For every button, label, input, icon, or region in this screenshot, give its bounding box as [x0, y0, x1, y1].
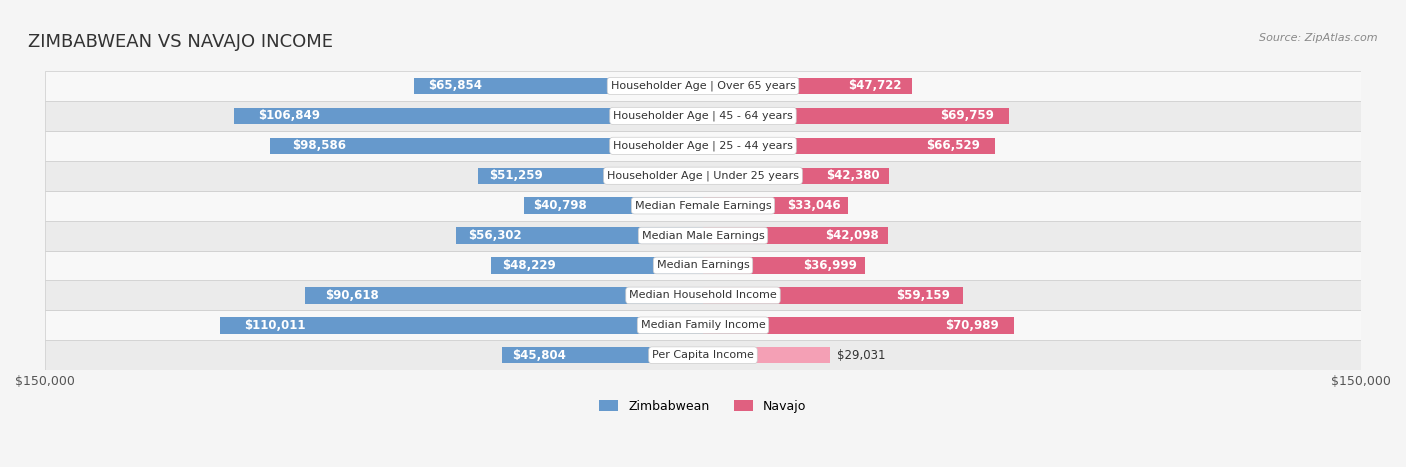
Text: Per Capita Income: Per Capita Income	[652, 350, 754, 360]
Legend: Zimbabwean, Navajo: Zimbabwean, Navajo	[595, 395, 811, 418]
Text: $59,159: $59,159	[896, 289, 949, 302]
Text: Median Female Earnings: Median Female Earnings	[634, 201, 772, 211]
Text: Median Family Income: Median Family Income	[641, 320, 765, 330]
Text: Median Male Earnings: Median Male Earnings	[641, 231, 765, 241]
FancyBboxPatch shape	[456, 227, 703, 244]
FancyBboxPatch shape	[45, 311, 1361, 340]
FancyBboxPatch shape	[45, 281, 1361, 311]
FancyBboxPatch shape	[305, 287, 703, 304]
Text: Householder Age | 45 - 64 years: Householder Age | 45 - 64 years	[613, 111, 793, 121]
Text: Median Household Income: Median Household Income	[628, 290, 778, 300]
Text: Source: ZipAtlas.com: Source: ZipAtlas.com	[1260, 33, 1378, 42]
Text: $48,229: $48,229	[502, 259, 555, 272]
FancyBboxPatch shape	[703, 108, 1010, 124]
FancyBboxPatch shape	[45, 161, 1361, 191]
FancyBboxPatch shape	[45, 220, 1361, 250]
Text: Median Earnings: Median Earnings	[657, 261, 749, 270]
Text: $65,854: $65,854	[429, 79, 482, 92]
FancyBboxPatch shape	[703, 198, 848, 214]
FancyBboxPatch shape	[45, 191, 1361, 220]
FancyBboxPatch shape	[492, 257, 703, 274]
Text: Householder Age | Over 65 years: Householder Age | Over 65 years	[610, 81, 796, 91]
FancyBboxPatch shape	[703, 257, 865, 274]
FancyBboxPatch shape	[703, 227, 887, 244]
FancyBboxPatch shape	[524, 198, 703, 214]
Text: $70,989: $70,989	[945, 319, 998, 332]
Text: $40,798: $40,798	[533, 199, 586, 212]
Text: $36,999: $36,999	[803, 259, 858, 272]
Text: $42,380: $42,380	[825, 169, 880, 182]
FancyBboxPatch shape	[415, 78, 703, 94]
Text: $42,098: $42,098	[825, 229, 879, 242]
Text: ZIMBABWEAN VS NAVAJO INCOME: ZIMBABWEAN VS NAVAJO INCOME	[28, 33, 333, 51]
FancyBboxPatch shape	[45, 340, 1361, 370]
Text: $51,259: $51,259	[489, 169, 543, 182]
Text: $98,586: $98,586	[292, 139, 346, 152]
FancyBboxPatch shape	[502, 347, 703, 363]
FancyBboxPatch shape	[221, 317, 703, 333]
Text: $33,046: $33,046	[787, 199, 841, 212]
Text: $110,011: $110,011	[245, 319, 307, 332]
Text: $29,031: $29,031	[837, 349, 886, 362]
FancyBboxPatch shape	[270, 138, 703, 154]
FancyBboxPatch shape	[45, 131, 1361, 161]
FancyBboxPatch shape	[45, 250, 1361, 281]
FancyBboxPatch shape	[703, 317, 1015, 333]
Text: $69,759: $69,759	[939, 109, 994, 122]
Text: Householder Age | Under 25 years: Householder Age | Under 25 years	[607, 170, 799, 181]
FancyBboxPatch shape	[478, 168, 703, 184]
Text: $106,849: $106,849	[257, 109, 319, 122]
Text: Householder Age | 25 - 44 years: Householder Age | 25 - 44 years	[613, 141, 793, 151]
Text: $90,618: $90,618	[325, 289, 380, 302]
FancyBboxPatch shape	[45, 71, 1361, 101]
Text: $47,722: $47,722	[848, 79, 901, 92]
FancyBboxPatch shape	[703, 287, 963, 304]
FancyBboxPatch shape	[45, 101, 1361, 131]
Text: $45,804: $45,804	[512, 349, 567, 362]
Text: $56,302: $56,302	[468, 229, 522, 242]
FancyBboxPatch shape	[703, 347, 831, 363]
FancyBboxPatch shape	[703, 138, 995, 154]
FancyBboxPatch shape	[703, 168, 889, 184]
Text: $66,529: $66,529	[927, 139, 980, 152]
FancyBboxPatch shape	[703, 78, 912, 94]
FancyBboxPatch shape	[235, 108, 703, 124]
